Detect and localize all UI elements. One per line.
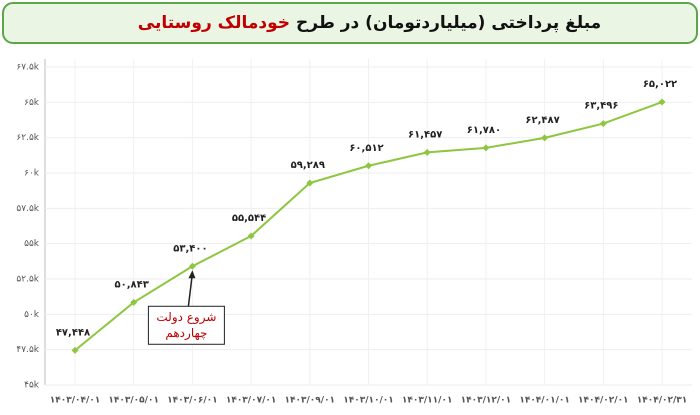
y-tick-label: ۵۷.۵k bbox=[16, 204, 39, 214]
y-tick-label: ۵۵k bbox=[24, 239, 40, 249]
chart-title: مبلغ پرداختی (میلیاردتومان) در طرح bbox=[296, 13, 601, 33]
value-label: ۶۳,۴۹۶ bbox=[584, 101, 618, 112]
y-tick-label: ۵۰k bbox=[24, 310, 40, 320]
annotation-box bbox=[147, 305, 225, 345]
y-tick-label: ۶۰k bbox=[24, 169, 40, 179]
annotation-arrow bbox=[187, 273, 194, 307]
point bbox=[247, 232, 255, 240]
x-tick-label: ۱۴۰۳/۰۹/۰۱ bbox=[285, 396, 336, 406]
x-tick-label: ۱۴۰۳/۰۶/۰۱ bbox=[167, 396, 218, 406]
x-tick-label: ۱۴۰۳/۰۴/۰۱ bbox=[50, 396, 101, 406]
x-tick-label: ۱۴۰۳/۰۷/۰۱ bbox=[226, 396, 277, 406]
x-tick-label: ۱۴۰۴/۰۲/۳۱ bbox=[637, 396, 688, 406]
x-tick-label: ۱۴۰۳/۰۵/۰۱ bbox=[108, 396, 159, 406]
y-tick-label: ۴۵k bbox=[24, 381, 40, 391]
y-tick-label: ۴۷.۵k bbox=[16, 345, 39, 355]
x-tick-label: ۱۴۰۳/۱۱/۰۱ bbox=[402, 396, 453, 406]
x-tick-label: ۱۴۰۴/۰۲/۰۱ bbox=[578, 396, 629, 406]
value-label: ۶۲,۴۸۷ bbox=[525, 115, 559, 126]
value-label: ۵۹,۲۸۹ bbox=[291, 160, 325, 171]
point bbox=[599, 120, 607, 128]
value-label: ۶۱,۷۸۰ bbox=[467, 125, 501, 136]
annotation-text: چهاردهم bbox=[165, 326, 207, 341]
x-tick-label: ۱۴۰۳/۱۰/۰۱ bbox=[343, 396, 394, 406]
point bbox=[482, 144, 490, 152]
value-label: ۵۵,۵۴۴ bbox=[232, 213, 266, 224]
value-label: ۶۱,۴۵۷ bbox=[408, 129, 442, 140]
point bbox=[658, 98, 666, 106]
y-tick-label: ۶۵k bbox=[24, 98, 40, 108]
point bbox=[71, 346, 79, 354]
value-label: ۶۵,۰۲۲ bbox=[643, 79, 677, 90]
y-tick-label: ۶۷.۵k bbox=[16, 63, 39, 73]
point bbox=[541, 134, 549, 142]
point bbox=[306, 179, 314, 187]
annotation-text: شروع دولت bbox=[156, 310, 216, 325]
value-label: ۶۰,۵۱۲ bbox=[349, 143, 383, 154]
y-tick-label: ۶۲.۵k bbox=[16, 133, 39, 143]
point bbox=[365, 162, 372, 170]
x-tick-label: ۱۴۰۴/۰۱/۰۱ bbox=[519, 396, 570, 406]
y-tick-label: ۵۲.۵k bbox=[16, 275, 39, 285]
point bbox=[130, 298, 138, 306]
value-label: ۴۷,۴۴۸ bbox=[56, 327, 90, 338]
point bbox=[188, 262, 196, 270]
x-tick-label: ۱۴۰۳/۱۲/۰۱ bbox=[461, 396, 512, 406]
annotation-arrowhead bbox=[188, 270, 196, 279]
chart-title-highlight: خودمالک روستایی bbox=[138, 13, 290, 33]
value-label: ۵۳,۴۰۰ bbox=[173, 243, 207, 254]
point bbox=[423, 148, 431, 156]
title-banner bbox=[2, 2, 698, 44]
value-label: ۵۰,۸۴۳ bbox=[115, 279, 149, 290]
